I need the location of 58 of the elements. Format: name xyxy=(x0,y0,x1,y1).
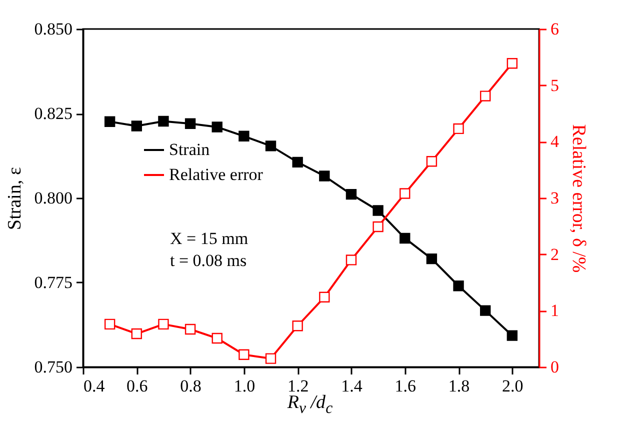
point xyxy=(131,120,142,132)
x-tick-label: 0.8 xyxy=(180,376,202,396)
point xyxy=(158,116,169,127)
point xyxy=(238,349,250,360)
y2-tick-label: 1 xyxy=(550,301,559,320)
point xyxy=(346,254,357,266)
point xyxy=(292,320,303,332)
point xyxy=(265,353,276,364)
point xyxy=(131,328,142,340)
y-tick-label: 0.750 xyxy=(34,358,72,376)
point xyxy=(480,305,491,316)
x-tick-label: 1.4 xyxy=(341,376,363,396)
x-tick-label: 1.8 xyxy=(448,376,470,396)
y2-tick-label: 4 xyxy=(550,132,560,152)
x-tick-label: 1.6 xyxy=(394,376,416,396)
y-tick-label: 0.800 xyxy=(34,188,72,208)
point xyxy=(506,330,518,341)
point xyxy=(265,140,276,152)
y2-tick-label: 6 xyxy=(550,20,559,38)
point xyxy=(426,253,438,264)
point xyxy=(104,116,116,127)
point xyxy=(506,58,518,69)
y-tick-label: 0.775 xyxy=(34,273,72,292)
x-tick-label: 1.0 xyxy=(234,376,256,396)
point xyxy=(212,122,222,132)
point xyxy=(372,221,384,232)
point xyxy=(184,324,196,335)
point xyxy=(319,170,330,182)
y2-tick-label: 0 xyxy=(550,358,559,376)
point xyxy=(372,205,384,216)
legend-label: Relative error xyxy=(169,165,264,184)
y2-axis-title: Relative error, δ /% xyxy=(568,124,589,273)
x-tick-label: 0.4 xyxy=(84,376,106,396)
point xyxy=(158,318,169,330)
annotation: t = 0.08 ms xyxy=(170,250,248,272)
point xyxy=(453,280,464,292)
y2-tick-label: 5 xyxy=(550,76,559,95)
y-axis-title: Strain, ε xyxy=(4,167,26,230)
annotation: X = 15 mm xyxy=(170,228,248,250)
point xyxy=(346,188,357,200)
point xyxy=(480,90,491,102)
point xyxy=(292,156,303,168)
y-tick-label: 0.850 xyxy=(34,20,72,38)
point xyxy=(400,188,410,199)
x-tick-label: 0.6 xyxy=(126,376,148,396)
point xyxy=(400,232,410,244)
y2-tick-label: 3 xyxy=(550,188,559,208)
legend-label: Strain xyxy=(169,140,210,159)
point xyxy=(426,156,438,167)
x-tick-label: 2.0 xyxy=(502,376,524,396)
point xyxy=(238,130,250,142)
point xyxy=(212,332,222,344)
y-tick-label: 0.825 xyxy=(34,104,72,123)
point xyxy=(319,292,330,302)
point xyxy=(453,123,464,134)
point xyxy=(184,118,196,129)
point xyxy=(104,318,116,330)
y2-tick-label: 2 xyxy=(550,244,559,264)
